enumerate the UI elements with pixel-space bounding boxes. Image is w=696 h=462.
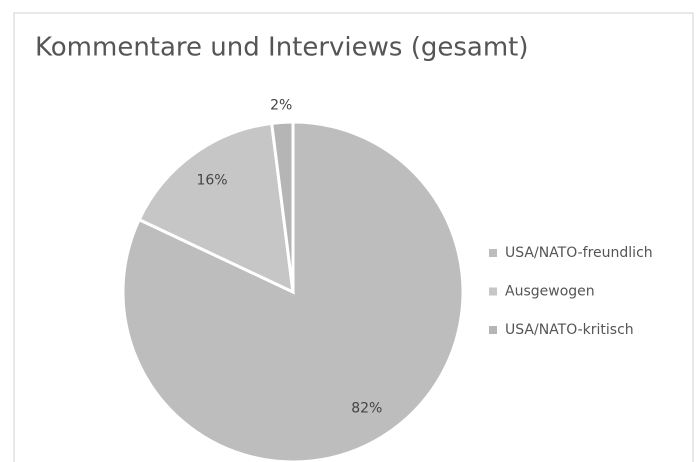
legend-swatch: [489, 287, 497, 296]
data-label: 82%: [351, 400, 382, 416]
pie-slice: [121, 120, 465, 462]
pie-slice: [270, 120, 295, 293]
legend-swatch: [489, 326, 497, 334]
legend-label: Ausgewogen: [505, 284, 595, 300]
pie-slice: [137, 121, 295, 295]
legend-swatch: [489, 249, 497, 257]
legend-label: USA/NATO-kritisch: [505, 322, 634, 338]
data-label: 2%: [270, 97, 292, 113]
chart-title: Kommentare und Interviews (gesamt): [35, 33, 529, 63]
data-label: 16%: [196, 173, 227, 189]
legend-label: USA/NATO-freundlich: [505, 245, 653, 261]
